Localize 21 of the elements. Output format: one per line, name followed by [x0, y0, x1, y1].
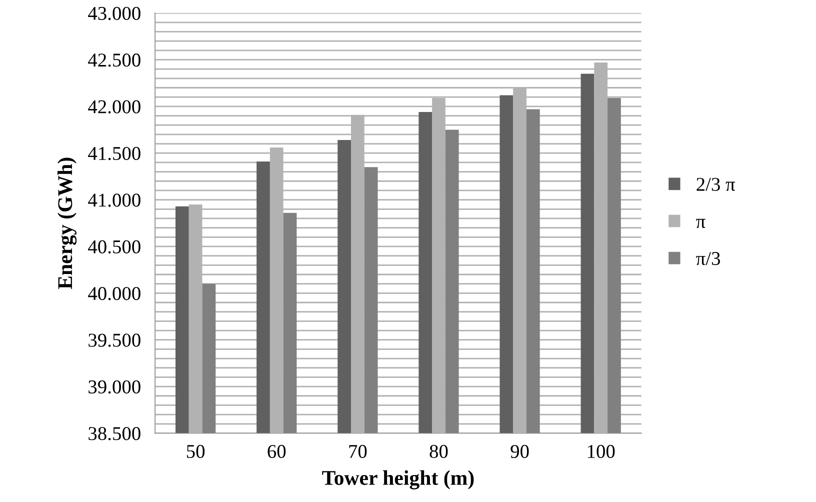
y-tick-label: 39.500	[88, 334, 140, 347]
x-tick-label: 90	[510, 444, 529, 458]
y-tick-label: 41.000	[88, 194, 140, 207]
legend-label: π/3	[696, 252, 720, 266]
y-tick-label: 43.000	[88, 6, 140, 20]
y-axis-title: Energy (GWh)	[58, 158, 77, 290]
y-tick-label: 41.500	[88, 146, 140, 160]
y-tick-label: 39.000	[88, 380, 140, 394]
x-tick-label: 70	[349, 444, 367, 458]
y-tick-label: 42.500	[88, 54, 140, 67]
x-tick-label: 80	[430, 444, 448, 458]
y-tick-label: 42.000	[88, 100, 140, 114]
y-tick-label: 38.500	[88, 427, 140, 440]
y-tick-label: 40.500	[88, 240, 140, 254]
y-tick-label: 40.000	[88, 286, 140, 300]
x-tick-label: 60	[268, 444, 286, 458]
x-tick-label: 100	[588, 444, 615, 458]
legend-label: 2/3 π	[696, 178, 736, 191]
x-axis-title: Tower height (m)	[322, 470, 474, 490]
legend-label: π	[696, 218, 706, 228]
x-tick-label: 50	[186, 444, 205, 458]
